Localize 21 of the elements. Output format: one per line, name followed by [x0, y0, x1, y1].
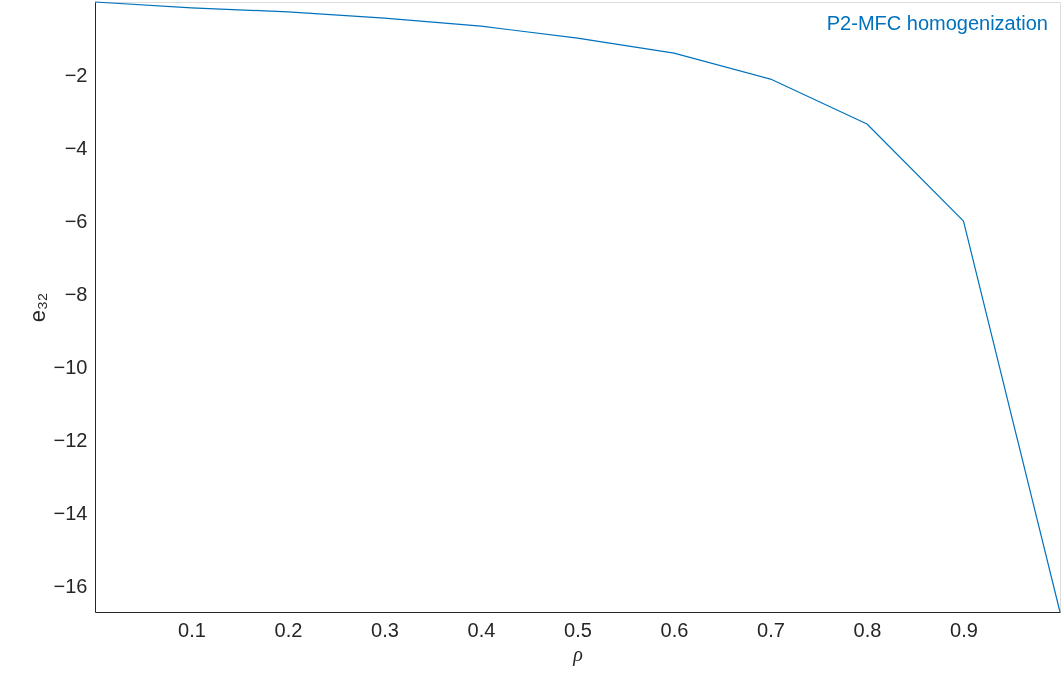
x-tick-label: 0.2	[274, 618, 303, 641]
y-tick-label: −14	[53, 501, 88, 524]
line-series	[94, 1, 1061, 613]
y-tick-label: −12	[53, 428, 88, 451]
y-tick-label: −16	[53, 574, 88, 597]
x-tick-label: 0.9	[950, 618, 978, 641]
x-tick-label: 0.6	[660, 618, 689, 641]
y-tick-label: −10	[53, 355, 88, 378]
x-tick-label: 0.8	[853, 618, 882, 641]
y-tick-label: −4	[64, 136, 88, 159]
text: P2-MFC homogenization	[826, 12, 1048, 34]
x-axis-title: ρ	[572, 642, 583, 666]
x-tick-label: 0.3	[371, 618, 399, 641]
x-tick-label: 0.1	[178, 618, 206, 641]
y-axis-title: e₃₂	[24, 292, 50, 323]
y-tick-label: −2	[64, 63, 88, 86]
y-tick-label: −8	[64, 282, 88, 305]
x-tick-label: 0.5	[564, 618, 592, 641]
y-tick-label: −6	[64, 209, 88, 232]
x-tick-label: 0.7	[757, 618, 785, 641]
x-tick-label: 0.4	[467, 618, 496, 641]
